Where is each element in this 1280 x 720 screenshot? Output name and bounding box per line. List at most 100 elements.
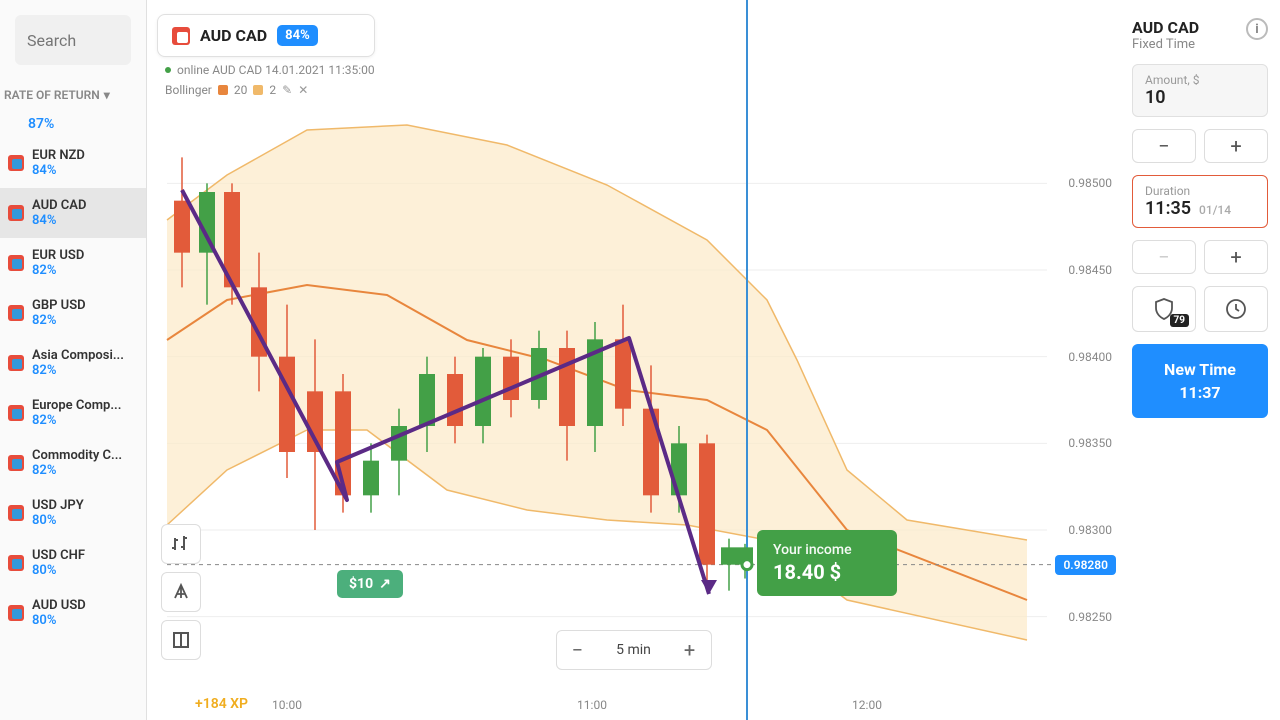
asset-pct: 84% — [32, 213, 86, 228]
flag-icon — [8, 255, 24, 271]
asset-pct: 87% — [28, 116, 54, 132]
asset-list: EUR NZD 84% AUD CAD 84% EUR USD 82% GBP … — [0, 138, 146, 720]
panel-pair: AUD CAD — [1132, 18, 1199, 37]
pair-card[interactable]: AUD CAD 84% — [157, 14, 375, 57]
asset-pct: 80% — [32, 563, 85, 578]
clock-icon — [1225, 298, 1247, 320]
new-time-button[interactable]: New Time 11:37 — [1132, 344, 1268, 418]
asset-name: Europe Comp... — [32, 398, 121, 413]
duration-value: 11:35 — [1145, 198, 1191, 219]
indicator-color-2-icon — [253, 85, 263, 95]
amount-value: 10 — [1145, 87, 1255, 108]
asset-item[interactable]: Commodity C... 82% — [0, 438, 146, 488]
asset-name: EUR NZD — [32, 148, 85, 163]
asset-pct: 82% — [32, 413, 121, 428]
asset-item[interactable]: USD CHF 80% — [0, 538, 146, 588]
edit-indicator-icon[interactable]: ✎ — [282, 83, 292, 97]
asset-pct: 82% — [32, 463, 122, 478]
asset-name: EUR USD — [32, 248, 84, 263]
arrow-up-right-icon: ↗ — [379, 576, 391, 592]
flag-icon — [8, 405, 24, 421]
income-value: 18.40 $ — [773, 560, 881, 584]
rate-label: RATE OF RETURN — [4, 88, 100, 102]
rate-of-return-header[interactable]: RATE OF RETURN ▾ — [0, 80, 146, 110]
indicator-p2: 2 — [269, 83, 276, 97]
duration-stepper: − + — [1132, 240, 1268, 274]
layout-button[interactable] — [161, 620, 201, 660]
duration-field[interactable]: Duration 11:35 01/14 — [1132, 175, 1268, 228]
duration-minus-button[interactable]: − — [1132, 240, 1196, 274]
flag-icon — [8, 505, 24, 521]
chevron-down-icon: ▾ — [104, 88, 110, 102]
asset-item[interactable]: EUR NZD 84% — [0, 138, 146, 188]
asset-pct: 80% — [32, 613, 86, 628]
asset-item[interactable]: Europe Comp... 82% — [0, 388, 146, 438]
online-dot-icon — [165, 67, 171, 73]
cta-line1: New Time — [1132, 360, 1268, 379]
bet-amount: $10 — [349, 576, 373, 592]
x-tick-label: 12:00 — [852, 698, 882, 712]
cta-line2: 11:37 — [1132, 383, 1268, 402]
close-indicator-icon[interactable]: ✕ — [298, 83, 308, 97]
x-tick-label: 11:00 — [577, 698, 607, 712]
xp-earned: +184 XP — [177, 690, 266, 718]
asset-item[interactable]: EUR USD 82% — [0, 238, 146, 288]
indicator-name: Bollinger — [165, 83, 212, 97]
asset-name: Commodity C... — [32, 448, 122, 463]
indicator-p1: 20 — [234, 83, 248, 97]
asset-pct: 82% — [32, 363, 124, 378]
indicator-row: Bollinger 20 2 ✎ ✕ — [157, 83, 375, 97]
timeframe-control: − 5 min + — [556, 630, 712, 670]
asset-item[interactable]: USD JPY 80% — [0, 488, 146, 538]
income-title: Your income — [773, 542, 881, 558]
timeframe-minus-button[interactable]: − — [557, 631, 599, 669]
clock-option-button[interactable] — [1204, 286, 1268, 332]
amount-field[interactable]: Amount, $ 10 — [1132, 64, 1268, 117]
asset-pct: 80% — [32, 513, 84, 528]
income-card: Your income 18.40 $ — [757, 530, 897, 596]
chart-area: AUD CAD 84% online AUD CAD 14.01.2021 11… — [147, 0, 1120, 720]
pair-payout-badge: 84% — [277, 25, 318, 46]
asset-name: AUD USD — [32, 598, 86, 613]
chart-header: AUD CAD 84% online AUD CAD 14.01.2021 11… — [157, 14, 375, 97]
info-icon[interactable]: i — [1246, 18, 1268, 40]
shield-badge: 79 — [1170, 314, 1189, 327]
indicator-color-1-icon — [218, 85, 228, 95]
amount-label: Amount, $ — [1145, 73, 1255, 87]
chart-status: online AUD CAD 14.01.2021 11:35:00 — [157, 63, 375, 77]
top-asset-pct[interactable]: 87% — [0, 110, 146, 138]
asset-pct: 84% — [32, 163, 85, 178]
price-chart[interactable] — [147, 0, 1120, 720]
asset-item[interactable]: Asia Composi... 82% — [0, 338, 146, 388]
flag-icon — [8, 355, 24, 371]
panel-sub: Fixed Time — [1132, 37, 1199, 52]
duration-label: Duration — [1145, 184, 1255, 198]
status-text: online AUD CAD 14.01.2021 11:35:00 — [177, 63, 375, 77]
asset-item[interactable]: AUD CAD 84% — [0, 188, 146, 238]
flag-icon — [8, 555, 24, 571]
asset-name: USD CHF — [32, 548, 85, 563]
duration-plus-button[interactable]: + — [1204, 240, 1268, 274]
flag-icon — [8, 605, 24, 621]
drawing-tools-button[interactable] — [161, 572, 201, 612]
asset-name: USD JPY — [32, 498, 84, 513]
asset-name: GBP USD — [32, 298, 86, 313]
shield-option-button[interactable]: 79 — [1132, 286, 1196, 332]
chart-type-button[interactable] — [161, 524, 201, 564]
amount-minus-button[interactable]: − — [1132, 129, 1196, 163]
amount-plus-button[interactable]: + — [1204, 129, 1268, 163]
timeframe-plus-button[interactable]: + — [669, 631, 711, 669]
timeframe-label: 5 min — [599, 642, 669, 658]
asset-name: Asia Composi... — [32, 348, 124, 363]
asset-name: AUD CAD — [32, 198, 86, 213]
asset-pct: 82% — [32, 313, 86, 328]
asset-item[interactable]: AUD USD 80% — [0, 588, 146, 638]
search-container — [0, 0, 146, 80]
flag-icon — [8, 455, 24, 471]
flag-icon — [8, 155, 24, 171]
asset-pct: 82% — [32, 263, 84, 278]
asset-item[interactable]: GBP USD 82% — [0, 288, 146, 338]
panel-header: AUD CAD Fixed Time i — [1132, 18, 1268, 52]
search-input[interactable] — [15, 15, 131, 65]
duration-date: 01/14 — [1199, 203, 1231, 217]
